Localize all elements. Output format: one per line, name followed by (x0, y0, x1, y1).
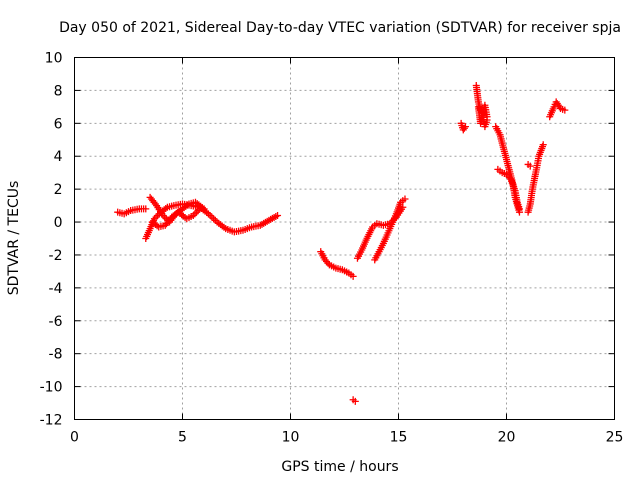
y-axis-label: SDTVAR / TECUs (6, 181, 22, 296)
x-tick-label: 5 (178, 430, 187, 446)
data-point (189, 211, 197, 219)
data-point (153, 222, 161, 230)
data-point (483, 113, 491, 121)
data-point (505, 174, 513, 182)
y-tick-label: 0 (54, 215, 63, 231)
data-point (142, 205, 150, 213)
data-point (561, 106, 569, 114)
y-tick-label: -10 (40, 380, 63, 396)
x-tick-label: 15 (390, 430, 408, 446)
data-point (208, 213, 216, 221)
data-point (349, 272, 357, 280)
y-tick-label: 10 (45, 51, 63, 67)
x-tick-label: 10 (282, 430, 300, 446)
data-point (159, 211, 167, 219)
y-tick-label: 2 (54, 182, 63, 198)
chart-title: Day 050 of 2021, Sidereal Day-to-day VTE… (59, 20, 621, 36)
data-point (151, 200, 159, 208)
data-points (114, 81, 569, 405)
x-tick-label: 0 (70, 430, 79, 446)
data-point (539, 141, 547, 149)
plot-frame (74, 57, 615, 420)
y-tick-label: 8 (54, 83, 63, 99)
y-tick-label: -8 (49, 347, 63, 363)
data-point (351, 397, 359, 405)
y-tick-label: -12 (40, 413, 63, 429)
data-point (196, 205, 204, 213)
y-tick-label: -6 (49, 314, 63, 330)
data-point (161, 213, 169, 221)
data-point (461, 123, 469, 131)
y-tick-label: -4 (49, 281, 63, 297)
data-point (401, 195, 409, 203)
y-tick-label: 4 (54, 149, 63, 165)
y-tick-label: -2 (49, 248, 63, 264)
data-point (191, 210, 199, 218)
grid-layer (74, 57, 615, 420)
data-point (152, 213, 160, 221)
data-point (193, 208, 201, 216)
tick-label-layer: 0 5 10 15 20 25 -12 -10 -8 -6 -4 -2 0 2 4 6 8 10 (40, 51, 624, 446)
x-axis-label: GPS time / hours (281, 459, 398, 475)
data-point (460, 124, 468, 132)
data-point (274, 211, 282, 219)
data-point (515, 205, 523, 213)
y-tick-label: 6 (54, 116, 63, 132)
x-tick-label: 25 (606, 430, 624, 446)
data-point (324, 259, 332, 267)
data-point (194, 207, 202, 215)
data-point (162, 204, 170, 212)
data-point (526, 162, 534, 170)
x-tick-label: 20 (498, 430, 516, 446)
data-point (183, 201, 191, 209)
tick-layer (74, 57, 615, 420)
data-point (210, 215, 218, 223)
